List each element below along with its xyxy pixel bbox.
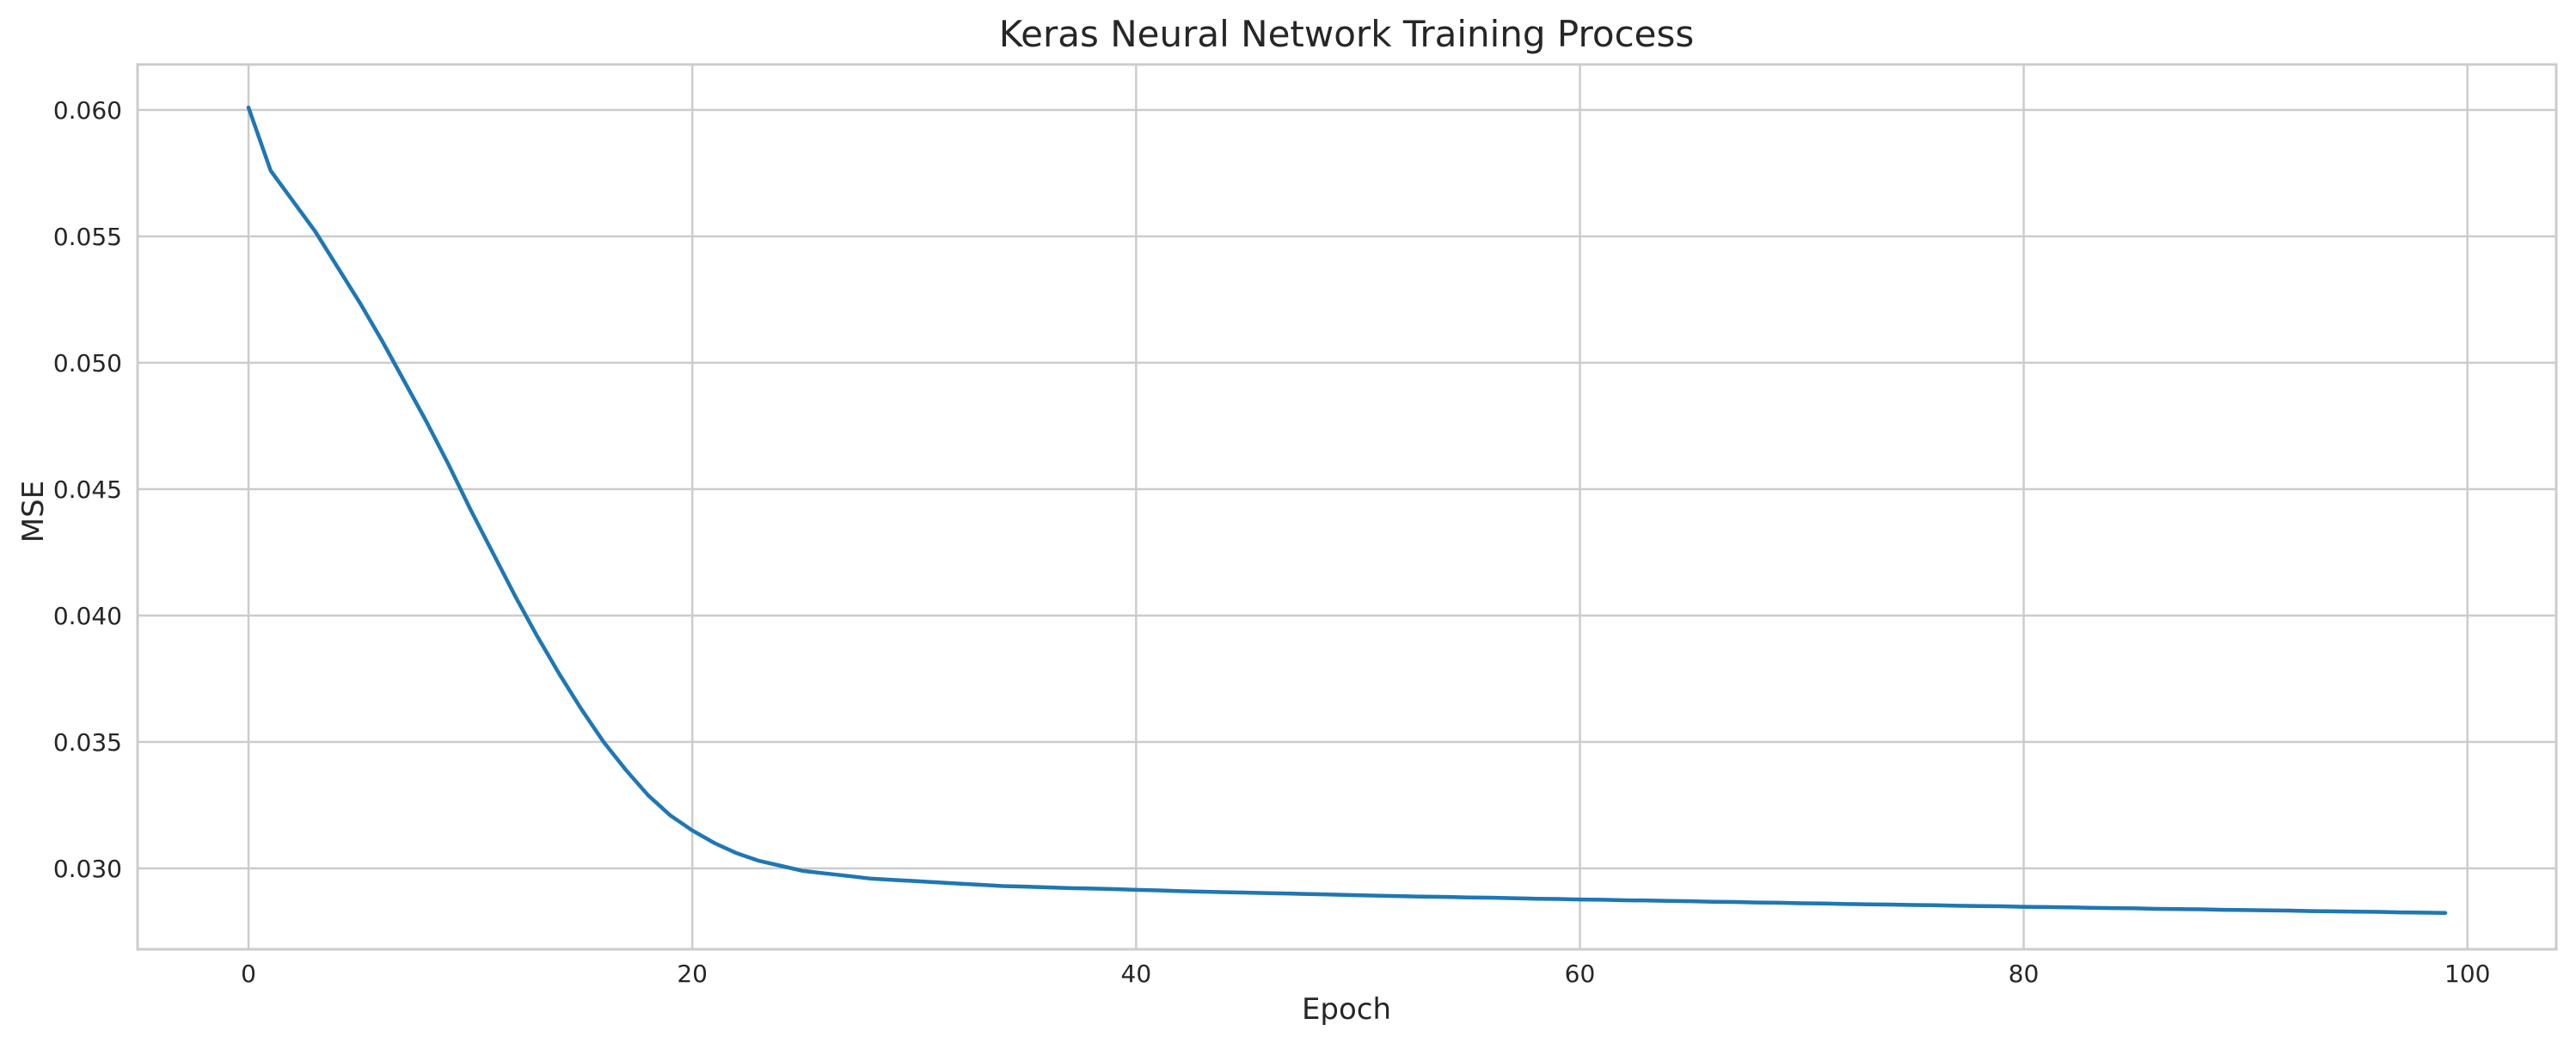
y-tick-label: 0.050 [53,349,122,377]
y-tick-label: 0.055 [53,223,122,251]
grid-layer [138,64,2556,949]
x-axis-label: Epoch [1302,992,1391,1027]
x-tick-label: 60 [1565,960,1596,988]
y-tick-label: 0.030 [53,855,122,883]
x-tick-label: 0 [241,960,256,988]
series-layer [246,105,2448,915]
x-tick-label: 40 [1121,960,1152,988]
plot-frame [136,63,2558,951]
x-tick-label: 80 [2009,960,2039,988]
y-tick-label: 0.045 [53,475,122,504]
y-tick-label: 0.035 [53,728,122,757]
y-axis-label: MSE [16,481,51,543]
x-tick-label: 20 [677,960,708,988]
chart-title: Keras Neural Network Training Process [999,13,1695,55]
y-tick-label: 0.040 [53,602,122,630]
x-tick-label: 100 [2444,960,2490,988]
y-tick-label: 0.060 [53,96,122,125]
tick-labels: 0 20 40 60 80 100 0.030 0.035 0.040 0.045 0.050 0.0… [53,96,2491,988]
series-line [246,105,2448,915]
